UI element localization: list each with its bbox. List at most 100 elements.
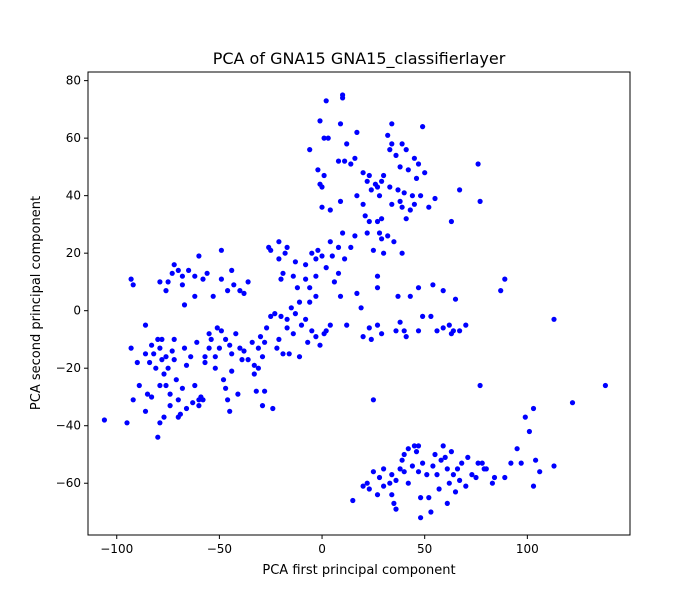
data-point (483, 466, 489, 472)
data-point (440, 288, 446, 294)
data-point (317, 118, 323, 124)
data-point (444, 500, 450, 506)
data-point (387, 147, 393, 153)
data-point (161, 371, 167, 377)
data-point (374, 218, 381, 225)
data-point (362, 213, 368, 219)
data-point (278, 276, 284, 282)
data-point (403, 334, 409, 340)
data-point (161, 414, 167, 420)
data-point (350, 497, 356, 504)
data-point (262, 388, 268, 394)
data-point (360, 170, 366, 176)
data-point (323, 265, 329, 271)
data-point (420, 124, 426, 130)
data-point (194, 339, 200, 345)
data-point (163, 354, 169, 360)
data-point (165, 279, 171, 285)
data-point (278, 313, 284, 319)
data-point (136, 382, 142, 389)
data-point (101, 417, 107, 423)
data-point (387, 184, 393, 190)
data-point (280, 270, 286, 276)
data-point (171, 262, 177, 268)
data-point (257, 334, 264, 340)
data-point (268, 313, 274, 319)
data-point (391, 500, 397, 506)
data-point (368, 336, 374, 342)
x-axis-ticks: −100 −50 0 50 100 (100, 535, 539, 556)
data-point (381, 466, 387, 472)
data-point (200, 397, 206, 403)
data-point (436, 486, 442, 492)
data-point (393, 328, 399, 334)
data-point (303, 316, 309, 322)
data-point (321, 172, 327, 179)
y-tick-label: 60 (66, 131, 81, 145)
data-point (428, 509, 434, 515)
data-point (171, 336, 177, 342)
data-point (395, 187, 401, 193)
x-tick-label: 50 (417, 542, 432, 556)
data-point (530, 483, 537, 489)
data-point (223, 336, 229, 342)
x-tick-label: −100 (100, 542, 133, 556)
data-point (405, 446, 411, 452)
data-point (411, 443, 417, 449)
data-point (284, 244, 290, 250)
data-point (374, 184, 381, 190)
data-point (181, 302, 188, 308)
chart-title: PCA of GNA15 GNA15_classifierlayer (213, 49, 506, 69)
data-point (432, 195, 438, 202)
data-point (290, 273, 296, 279)
data-point (165, 365, 171, 371)
y-tick-label: −60 (56, 476, 81, 490)
data-point (202, 359, 208, 366)
data-point (475, 460, 481, 466)
data-point (409, 193, 415, 199)
data-point (393, 477, 399, 483)
data-point (327, 207, 333, 213)
data-point (508, 460, 514, 466)
data-point (317, 342, 323, 348)
data-point (307, 285, 313, 291)
data-point (309, 250, 315, 256)
x-tick-label: −50 (207, 542, 232, 556)
data-point (249, 339, 255, 345)
data-point (251, 371, 257, 377)
data-point (411, 155, 417, 161)
data-point (307, 147, 313, 153)
data-point (457, 187, 463, 193)
data-point (381, 172, 387, 179)
data-point (206, 331, 212, 337)
data-point (376, 193, 383, 199)
data-point (370, 247, 376, 253)
data-point (442, 454, 448, 460)
data-point (270, 405, 276, 412)
data-point (335, 158, 342, 164)
data-point (337, 198, 344, 204)
data-point (391, 239, 397, 245)
data-point (303, 262, 309, 268)
data-point (315, 247, 321, 253)
data-point (264, 325, 270, 331)
data-point (259, 403, 266, 409)
data-point (420, 313, 426, 319)
data-point (440, 325, 446, 331)
data-point (430, 463, 436, 469)
plot-frame (87, 71, 631, 536)
y-axis-ticks: −60 −40 −20 0 20 40 60 80 (56, 74, 88, 490)
data-point (366, 325, 372, 331)
data-point (181, 345, 188, 351)
data-point (440, 443, 446, 449)
data-point (186, 267, 192, 273)
data-point (225, 397, 231, 403)
data-point (128, 345, 134, 351)
data-point (220, 377, 227, 383)
data-point (169, 348, 175, 354)
data-point (241, 348, 247, 354)
data-point (370, 469, 376, 475)
data-point (366, 172, 372, 179)
